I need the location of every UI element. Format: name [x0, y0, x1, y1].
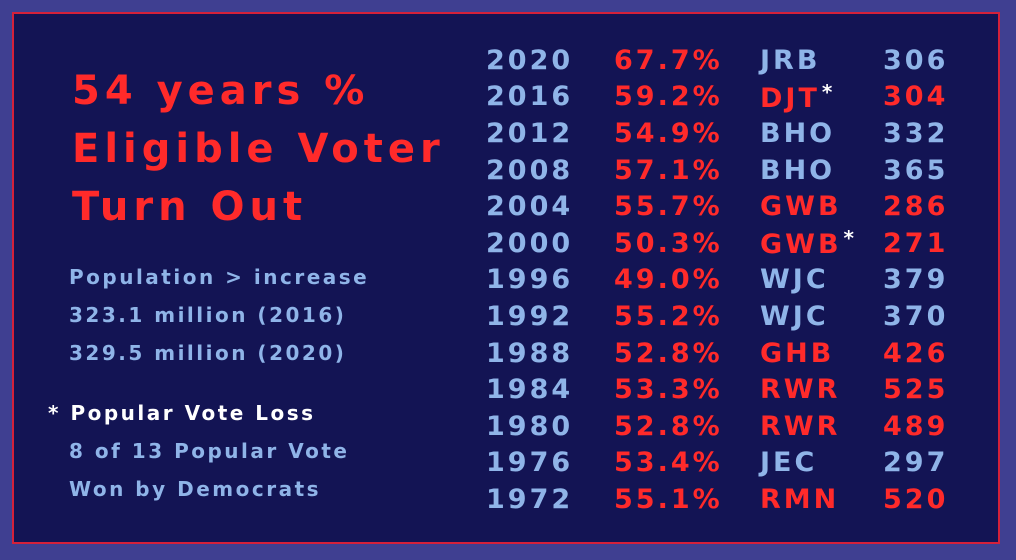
president-initials-cell: GHB	[760, 335, 883, 372]
title-line: Turn Out	[72, 184, 308, 230]
president-initials-cell: BHO	[760, 115, 883, 152]
table-row: 2008 57.1% BHO 365	[486, 152, 963, 189]
popular-vote-loss-asterisk: *	[821, 79, 836, 104]
legend-notes: * Popular Vote Loss 8 of 13 Popular Vote…	[48, 394, 349, 508]
table-row: 1996 49.0% WJC 379	[486, 262, 963, 299]
turnout-percent: 59.2%	[614, 81, 723, 113]
president-initials: GWB	[760, 191, 842, 223]
election-year: 1996	[486, 264, 574, 296]
table-row: 1980 52.8% RWR 489	[486, 408, 963, 445]
election-year: 1972	[486, 483, 574, 515]
president-initials-cell: JRB	[760, 42, 883, 79]
turnout-percent: 49.0%	[614, 264, 723, 296]
president-initials: BHO	[760, 154, 836, 186]
electoral-votes: 525	[883, 374, 949, 406]
title-line: 54 years %	[72, 68, 370, 114]
turnout-percent: 55.1%	[614, 483, 723, 515]
president-initials-cell: WJC	[760, 262, 883, 299]
infographic-frame: 54 years % Eligible Voter Turn Out Popul…	[12, 12, 1000, 544]
turnout-percent: 55.2%	[614, 300, 723, 332]
president-initials: BHO	[760, 117, 836, 149]
election-year: 1992	[486, 300, 574, 332]
president-initials-cell: DJT *	[760, 79, 883, 116]
electoral-votes: 489	[883, 410, 949, 442]
turnout-percent: 50.3%	[614, 227, 723, 259]
population-heading: Population > increase	[69, 265, 370, 289]
table-row: 2012 54.9% BHO 332	[486, 115, 963, 152]
election-year: 2008	[486, 154, 574, 186]
president-initials-cell: GWB	[760, 188, 883, 225]
table-row: 1984 53.3% RWR 525	[486, 371, 963, 408]
president-initials: WJC	[760, 300, 829, 332]
democrats-note: Won by Democrats	[69, 477, 322, 501]
table-row: 1992 55.2% WJC 370	[486, 298, 963, 335]
election-year: 1988	[486, 337, 574, 369]
popular-vote-count-note: 8 of 13 Popular Vote	[69, 439, 350, 463]
president-initials-cell: BHO	[760, 152, 883, 189]
electoral-votes: 297	[883, 447, 949, 479]
president-initials: JEC	[760, 447, 818, 479]
title-line: Eligible Voter	[72, 126, 445, 172]
president-initials: RWR	[760, 410, 841, 442]
president-initials: JRB	[760, 44, 821, 76]
election-year: 2012	[486, 117, 574, 149]
table-row: 2004 55.7% GWB 286	[486, 188, 963, 225]
election-year: 1980	[486, 410, 574, 442]
election-year: 1984	[486, 374, 574, 406]
turnout-percent: 53.3%	[614, 374, 723, 406]
turnout-percent: 54.9%	[614, 117, 723, 149]
president-initials-cell: WJC	[760, 298, 883, 335]
turnout-percent: 57.1%	[614, 154, 723, 186]
president-initials-cell: RWR	[760, 408, 883, 445]
electoral-votes: 332	[883, 117, 949, 149]
popular-vote-loss-note: * Popular Vote Loss	[48, 394, 349, 432]
asterisk-marker: *	[48, 401, 61, 425]
population-2016: 323.1 million (2016)	[69, 303, 347, 327]
table-row: 1988 52.8% GHB 426	[486, 335, 963, 372]
table-row: 1976 53.4% JEC 297	[486, 445, 963, 482]
election-year: 2020	[486, 44, 574, 76]
president-initials-cell: RMN	[760, 481, 883, 518]
popular-vote-loss-label: Popular Vote Loss	[70, 401, 316, 425]
electoral-votes: 306	[883, 44, 949, 76]
popular-vote-loss-asterisk: *	[843, 226, 857, 251]
president-initials-cell: RWR	[760, 371, 883, 408]
electoral-votes: 379	[883, 264, 949, 296]
population-2020: 329.5 million (2020)	[69, 341, 347, 365]
president-initials: RWR	[760, 374, 841, 406]
electoral-votes: 286	[883, 191, 949, 223]
president-initials-cell: GWB *	[760, 225, 883, 262]
election-results-table: 2020 67.7% JRB 306 2016 59.2% DJT * 304 2012 54.9%…	[486, 42, 963, 518]
table-row: 2000 50.3% GWB * 271	[486, 225, 963, 262]
table-row: 2016 59.2% DJT * 304	[486, 79, 963, 116]
election-year: 1976	[486, 447, 574, 479]
president-initials: DJT	[760, 82, 820, 114]
electoral-votes: 426	[883, 337, 949, 369]
table-row: 1972 55.1% RMN 520	[486, 481, 963, 518]
population-info: Population > increase 323.1 million (201…	[69, 258, 369, 372]
turnout-percent: 67.7%	[614, 44, 723, 76]
electoral-votes: 271	[883, 227, 949, 259]
turnout-percent: 52.8%	[614, 410, 723, 442]
electoral-votes: 365	[883, 154, 949, 186]
president-initials: GWB	[760, 229, 842, 261]
electoral-votes: 304	[883, 81, 949, 113]
electoral-votes: 520	[883, 483, 949, 515]
election-year: 2004	[486, 191, 574, 223]
turnout-percent: 53.4%	[614, 447, 723, 479]
president-initials-cell: JEC	[760, 445, 883, 482]
election-year: 2000	[486, 227, 574, 259]
turnout-percent: 55.7%	[614, 191, 723, 223]
president-initials: RMN	[760, 483, 840, 515]
president-initials: WJC	[760, 264, 829, 296]
president-initials: GHB	[760, 337, 835, 369]
turnout-percent: 52.8%	[614, 337, 723, 369]
election-year: 2016	[486, 81, 574, 113]
table-row: 2020 67.7% JRB 306	[486, 42, 963, 79]
electoral-votes: 370	[883, 300, 949, 332]
page-title: 54 years % Eligible Voter Turn Out	[72, 62, 445, 236]
